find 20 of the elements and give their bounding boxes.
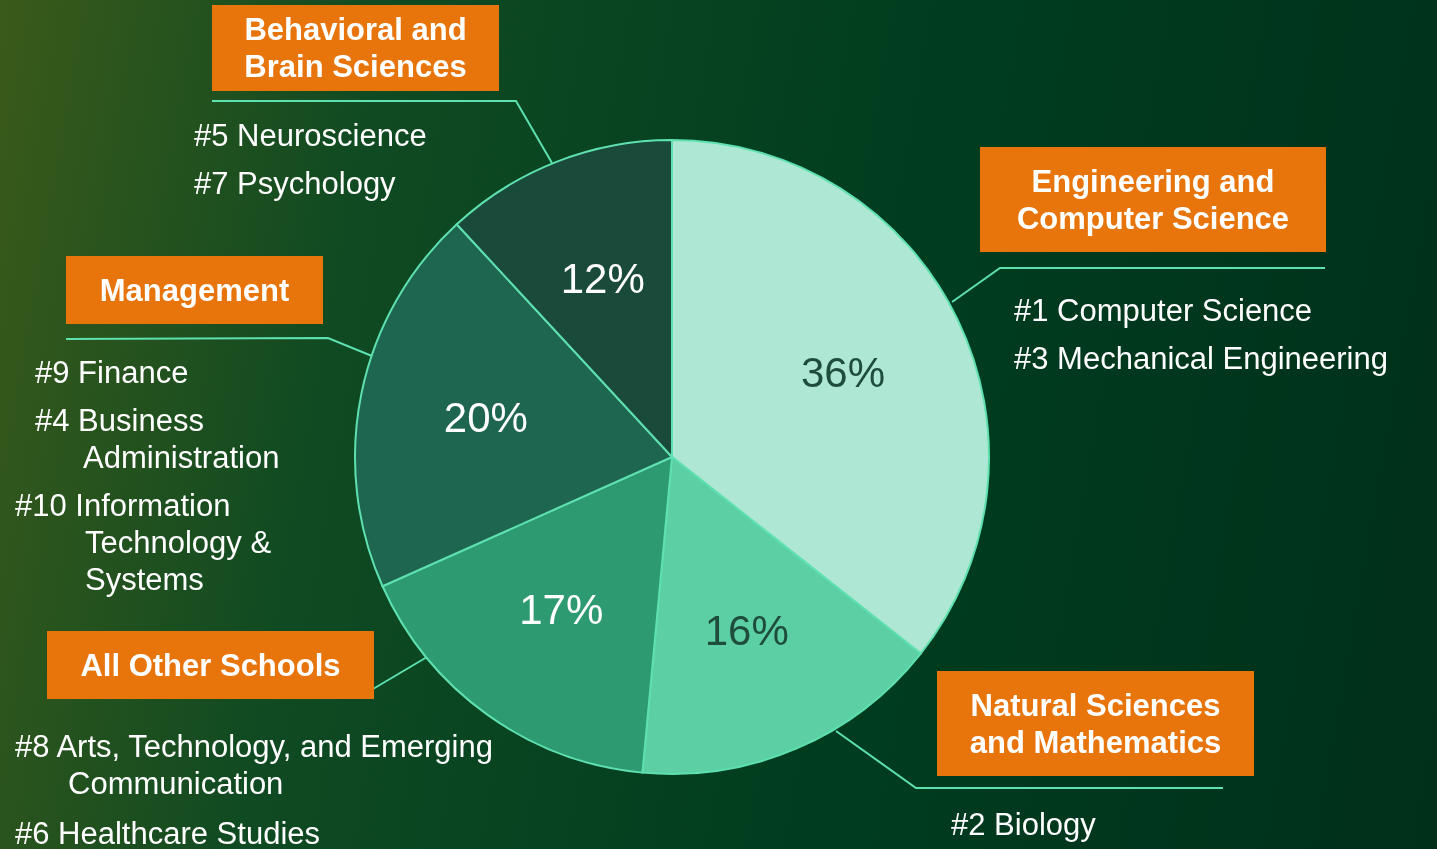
text: #9 Finance — [35, 354, 190, 391]
text: #5 Neuroscience — [194, 117, 428, 154]
data-label: 16% — [704, 606, 789, 654]
text: #2 Biology — [951, 806, 1097, 843]
text: #4 Business Administration — [35, 402, 281, 476]
text: #10 Information Technology & Systems — [15, 487, 273, 598]
text: #6 Healthcare Studies — [15, 815, 322, 849]
slice-label: Engineering and Computer Science — [980, 147, 1326, 252]
slice-label: Behavioral and Brain Sciences — [212, 5, 499, 91]
text: #7 Psychology — [194, 165, 397, 202]
slice-label: All Other Schools — [47, 631, 374, 699]
data-label: 17% — [519, 586, 604, 634]
data-label: 20% — [443, 393, 528, 441]
text: #8 Arts, Technology, and Emerging Communication — [15, 728, 494, 802]
text: #3 Mechanical Engineering — [1014, 340, 1389, 377]
text: #1 Computer Science — [1014, 292, 1314, 329]
data-label: 12% — [560, 255, 645, 303]
data-label: 36% — [800, 349, 886, 397]
slice-label: Management — [66, 256, 323, 324]
slice-label: Natural Sciences and Mathematics — [937, 671, 1254, 776]
